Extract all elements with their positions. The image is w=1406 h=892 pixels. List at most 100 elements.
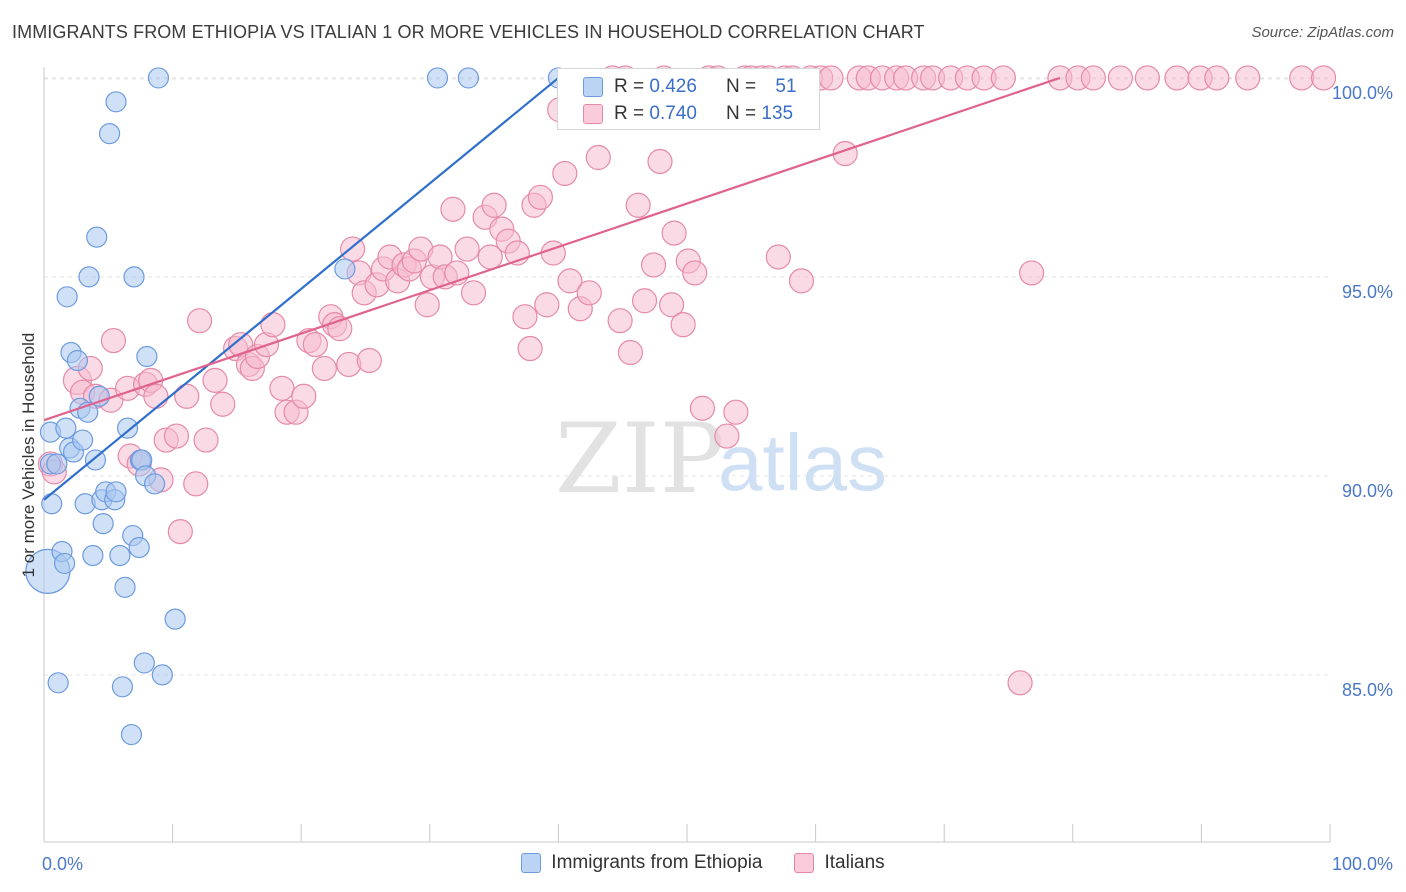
ethiopia-point: [105, 91, 127, 113]
n-label: N =: [726, 76, 757, 97]
italians-point: [631, 288, 658, 314]
italians-point: [670, 312, 696, 338]
italians-point: [414, 292, 440, 318]
italians-point: [1080, 65, 1106, 91]
legend-label-ethiopia: Immigrants from Ethiopia: [551, 852, 763, 873]
y-tick-label: 90.0%: [1342, 481, 1393, 501]
italians-point: [714, 423, 740, 449]
ethiopia-point: [41, 493, 63, 515]
italians-point: [617, 339, 644, 366]
italians-point: [765, 244, 791, 270]
italians-point: [1289, 65, 1315, 91]
r-stat: R = 0.426: [614, 76, 697, 98]
italians-point: [481, 192, 507, 218]
italians-point: [454, 236, 480, 262]
legend-swatch-ethiopia: [521, 853, 542, 873]
italians-point: [167, 518, 193, 545]
tick-labels: 85.0% 90.0% 95.0% 100.0% 0.0% 100.0%: [42, 83, 1393, 874]
data-points: [25, 65, 1337, 746]
italians-point: [527, 184, 553, 210]
stats-box: R = 0.426 N = 51 R = 0.740 N = 135: [557, 68, 820, 130]
ethiopia-point: [53, 552, 76, 575]
italians-point: [1019, 260, 1045, 286]
italians-point: [163, 423, 190, 449]
ethiopia-point: [147, 67, 170, 89]
italians-point: [356, 347, 382, 374]
grid-lines: [44, 77, 1330, 676]
italians-point: [302, 331, 328, 358]
italians-point: [1310, 65, 1337, 91]
ethiopia-point: [105, 481, 127, 503]
legend-label-italians: Italians: [824, 852, 885, 873]
italians-point: [202, 367, 228, 393]
italians-swatch: [583, 104, 603, 124]
italians-point: [640, 252, 667, 278]
italians-point: [682, 260, 708, 286]
italians-point: [557, 268, 583, 294]
ethiopia-point: [143, 473, 166, 495]
n-stat: N = 135: [726, 103, 793, 125]
italians-trend-line: [43, 76, 1061, 422]
ethiopia-point: [88, 385, 110, 407]
ethiopia-point: [71, 429, 94, 451]
ethiopia-point: [116, 417, 139, 439]
italians-point: [460, 280, 487, 306]
y-tick-label: 100.0%: [1332, 83, 1393, 103]
ethiopia-point: [47, 672, 69, 694]
italians-point: [1007, 670, 1033, 696]
italians-point: [183, 471, 209, 497]
italians-point: [1134, 65, 1160, 91]
ethiopia-point: [457, 67, 479, 89]
italians-point: [723, 399, 749, 425]
legend-item-italians[interactable]: Italians: [794, 852, 885, 874]
italians-point: [187, 308, 213, 334]
italians-point: [1235, 65, 1261, 91]
italians-point: [269, 375, 295, 401]
ethiopia-point: [56, 286, 78, 308]
r-label: R =: [614, 103, 645, 124]
n-stat: N = 51: [726, 76, 797, 98]
n-value: 135: [761, 103, 794, 124]
ethiopia-point: [86, 226, 108, 248]
ethiopia-trend-line: [43, 77, 560, 501]
source-credit: Source: ZipAtlas.com: [1251, 24, 1394, 41]
italians-point: [1164, 65, 1190, 91]
ethiopia-point: [111, 676, 134, 698]
italians-point: [143, 383, 169, 409]
y-axis-label: 1 or more Vehicles in Household: [19, 333, 38, 578]
ethiopia-point: [114, 576, 136, 598]
legend-item-ethiopia[interactable]: Immigrants from Ethiopia: [521, 852, 762, 874]
italians-point: [534, 292, 560, 318]
italians-point: [658, 292, 685, 318]
italians-point: [440, 196, 466, 222]
legend-swatch-italians: [794, 853, 815, 873]
italians-point: [625, 192, 651, 218]
italians-point: [1204, 65, 1230, 91]
r-value: 0.740: [649, 103, 697, 124]
trend-lines: [43, 76, 1061, 501]
italians-point: [661, 220, 687, 246]
ethiopia-point: [164, 608, 186, 630]
r-value: 0.426: [649, 76, 697, 97]
italians-point: [517, 335, 543, 362]
italians-point: [576, 280, 602, 306]
italians-point: [1107, 65, 1133, 91]
italians-point: [336, 351, 362, 378]
watermark-atlas: atlas: [718, 418, 887, 507]
ethiopia-swatch: [583, 77, 603, 97]
italians-point: [788, 268, 815, 294]
ethiopia-point: [66, 349, 89, 372]
ethiopia-point: [92, 513, 114, 535]
ethiopia-point: [136, 345, 158, 368]
ethiopia-point: [78, 266, 100, 288]
italians-point: [174, 383, 200, 409]
n-label: N =: [726, 103, 757, 124]
ethiopia-point: [128, 536, 150, 559]
italians-point: [100, 327, 127, 354]
ethiopia-point: [55, 417, 77, 439]
y-tick-label: 85.0%: [1342, 680, 1393, 700]
italians-point: [647, 148, 673, 175]
italians-point: [990, 65, 1016, 91]
r-label: R =: [614, 76, 645, 97]
ethiopia-point: [151, 664, 173, 686]
